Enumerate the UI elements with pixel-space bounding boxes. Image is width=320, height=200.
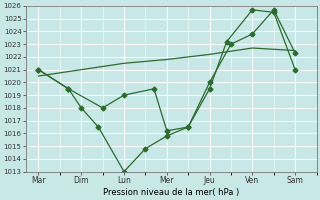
X-axis label: Pression niveau de la mer( hPa ): Pression niveau de la mer( hPa ) bbox=[103, 188, 239, 197]
